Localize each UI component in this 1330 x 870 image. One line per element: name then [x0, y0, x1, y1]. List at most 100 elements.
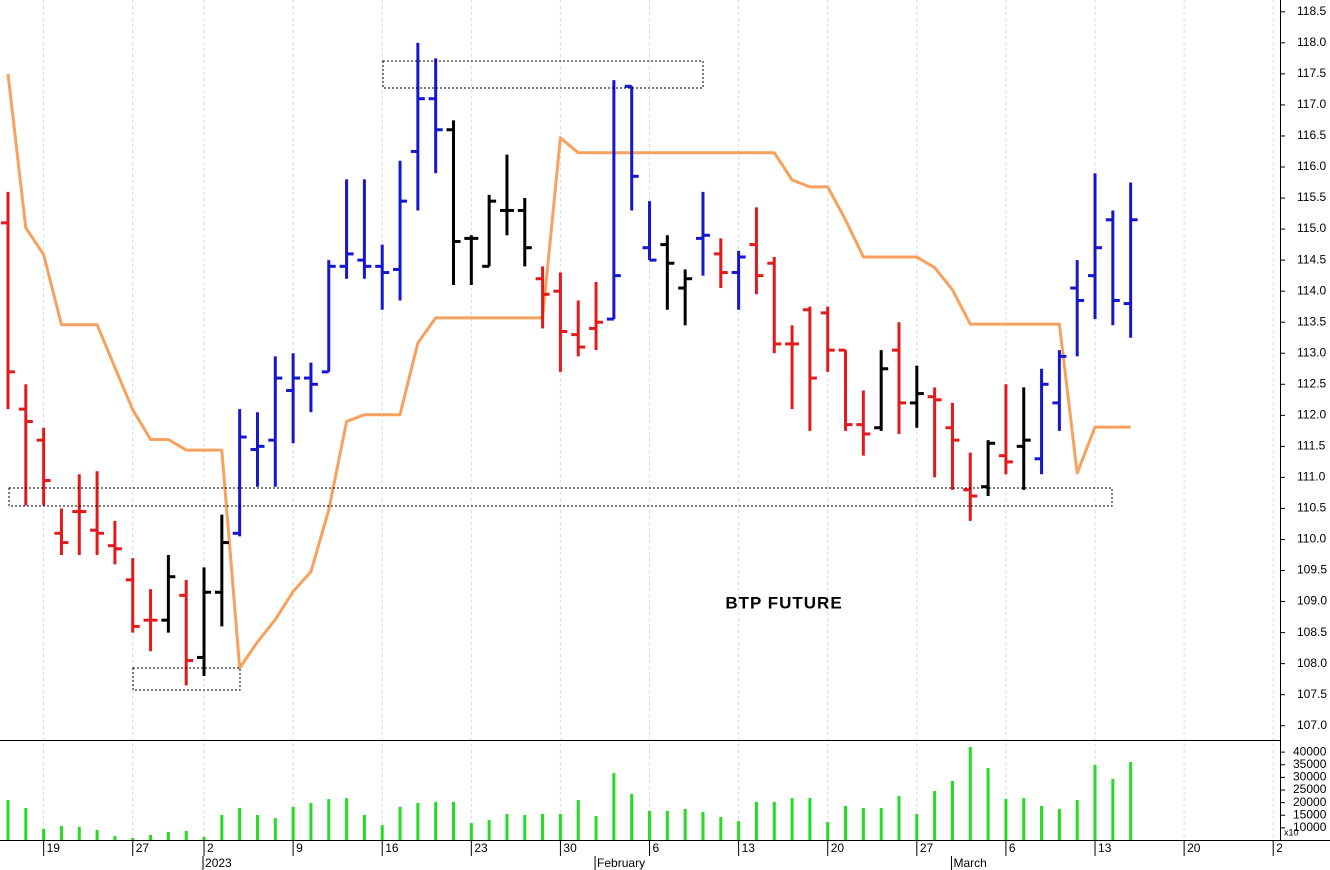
volume-bar	[255, 814, 259, 840]
ohlc-bar	[90, 471, 105, 555]
x-tick-label: 27	[136, 841, 150, 855]
volume-bar	[844, 805, 848, 840]
y-tick-label: 114.0	[1297, 283, 1326, 297]
ohlc-bar	[143, 589, 158, 652]
x-tick-label: 13	[1098, 841, 1112, 855]
ohlc-bar	[36, 427, 51, 506]
volume-bar	[1111, 778, 1115, 840]
y-tick-label: 109.0	[1297, 594, 1327, 608]
volume-bar	[24, 807, 28, 840]
chart-title: BTP FUTURE	[725, 593, 842, 612]
ohlc-bar	[54, 508, 69, 555]
volume-tick-label: 25000	[1293, 782, 1327, 796]
ohlc-bar	[731, 250, 746, 310]
volume-bar	[790, 798, 794, 840]
volume-bar	[291, 806, 295, 840]
y-tick-label: 115.0	[1297, 221, 1326, 235]
ohlc-bar	[339, 179, 354, 279]
y-tick-label: 113.0	[1297, 345, 1326, 359]
ohlc-bar	[838, 348, 853, 431]
ohlc-bar	[1, 191, 15, 410]
volume-bar	[131, 837, 135, 840]
volume-tick-label: 20000	[1293, 795, 1327, 809]
zone-box	[132, 667, 241, 691]
zones	[8, 60, 1113, 691]
volume-bar	[541, 813, 545, 840]
volume-bar	[309, 802, 313, 840]
volume-bar	[398, 806, 402, 840]
ohlc-bar	[410, 42, 425, 211]
volume-layer	[6, 747, 1133, 840]
ohlc-bar	[428, 58, 443, 174]
ohlc-bar	[18, 384, 33, 506]
ohlc-bar	[945, 402, 960, 490]
volume-bar	[1022, 798, 1026, 840]
volume-bar	[95, 829, 99, 840]
volume-bar	[648, 810, 652, 840]
volume-bar	[166, 831, 170, 840]
zone-box	[382, 60, 704, 89]
grid-layer	[43, 0, 1274, 840]
y-tick-label: 112.0	[1297, 407, 1326, 421]
ohlc-bar	[1088, 173, 1103, 320]
volume-bar	[950, 780, 954, 840]
ohlc-bar	[642, 201, 657, 262]
y-tick-label: 109.5	[1297, 563, 1327, 577]
y-tick-label: 108.5	[1297, 625, 1327, 639]
volume-bar	[861, 807, 865, 840]
ohlc-bar	[482, 194, 497, 268]
ohlc-bar	[981, 440, 996, 497]
volume-bar	[1075, 800, 1079, 840]
y-tick-label: 111.5	[1297, 439, 1326, 453]
month-label: March	[953, 856, 986, 870]
y-tick-label: 117.0	[1297, 97, 1326, 111]
volume-bar	[1057, 808, 1061, 840]
y-tick-label: 118.5	[1297, 4, 1326, 18]
volume-tick-label: 10000	[1293, 820, 1327, 834]
volume-bar	[968, 747, 972, 840]
ohlc-bar	[535, 266, 550, 329]
volume-bar	[665, 810, 669, 840]
ohlc-bar	[393, 160, 408, 301]
ohlc-bar	[303, 362, 318, 413]
ohlc-bar	[660, 235, 675, 310]
ohlc-bar	[624, 84, 639, 211]
x-tick-label: 20	[1187, 841, 1201, 855]
ohlc-bar	[125, 558, 140, 633]
zone-box	[8, 487, 1113, 507]
volume-bar	[6, 800, 10, 840]
volume-bar	[345, 798, 349, 840]
y-tick-label: 107.0	[1297, 718, 1327, 732]
y-tick-label: 111.0	[1297, 470, 1326, 484]
volume-tick-label: 15000	[1293, 807, 1327, 821]
ohlc-bar	[161, 555, 176, 633]
y-tick-label: 116.5	[1297, 128, 1326, 142]
ohlc-bar	[749, 207, 764, 295]
volume-bar	[933, 791, 937, 840]
y-tick-label: 107.5	[1297, 687, 1327, 701]
x-tick-label: 2	[207, 841, 214, 855]
x-tick-label: 13	[742, 841, 756, 855]
x-tick-label: 27	[920, 841, 934, 855]
axes-layer: 107.0 107.5 108.0 108.5 109.0 109.5 110.0 110.5…	[43, 4, 1327, 870]
ohlc-bar	[856, 390, 871, 456]
volume-bar	[416, 802, 420, 840]
volume-bar	[808, 798, 812, 840]
volume-bar	[434, 801, 438, 840]
volume-bar	[327, 799, 331, 840]
y-tick-label: 113.5	[1297, 314, 1326, 328]
y-tick-label: 114.5	[1297, 252, 1326, 266]
volume-bar	[77, 826, 81, 840]
ohlc-bar	[446, 120, 461, 285]
ohlc-bar	[1123, 182, 1138, 338]
volume-bar	[238, 807, 242, 840]
volume-bar	[505, 813, 509, 840]
volume-bar	[915, 813, 919, 840]
ohlc-bar	[1034, 368, 1049, 475]
volume-bar	[772, 801, 776, 840]
ohlc-bar	[286, 353, 301, 444]
volume-bar	[113, 835, 117, 840]
ohlc-bar	[1052, 350, 1067, 431]
volume-bar	[826, 822, 830, 840]
